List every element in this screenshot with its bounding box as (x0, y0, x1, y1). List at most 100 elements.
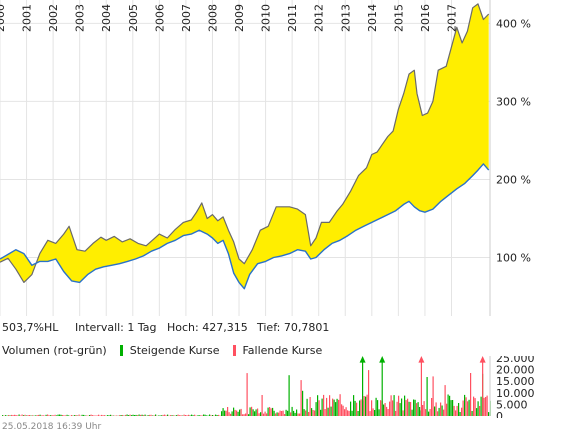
volume-bar (75, 415, 77, 416)
volume-bar (149, 414, 151, 416)
volume-bar (450, 400, 452, 416)
volume-bar (282, 410, 284, 416)
volume-bar (227, 407, 229, 416)
volume-bar (218, 414, 220, 416)
volume-bar (92, 415, 94, 416)
timestamp: 25.05.2018 16:39 Uhr (2, 422, 102, 432)
volume-bar (197, 415, 199, 416)
volume-bar (21, 414, 23, 416)
volume-bar (423, 401, 425, 416)
volume-bar (144, 414, 146, 416)
volume-bar (189, 415, 191, 416)
volume-bar (65, 415, 67, 416)
volume-bar (116, 415, 118, 416)
volume-bar (204, 414, 206, 416)
volume-bar (228, 412, 230, 416)
volume-bar (480, 396, 482, 416)
volume-bar (486, 395, 488, 416)
volume-bar (159, 415, 161, 416)
volume-bar (273, 410, 275, 416)
volume-bar (366, 394, 368, 416)
series-line-blue (0, 163, 490, 290)
volume-bar (78, 414, 80, 416)
volume-bar (275, 413, 277, 416)
volume-bar (74, 415, 76, 416)
volume-bar (125, 414, 127, 416)
interval-label: Intervall: 1 Tag (75, 321, 157, 334)
volume-bar (53, 415, 55, 416)
volume-bar (27, 415, 29, 416)
volume-legend: Volumen (rot-grün) Steigende Kurse Falle… (2, 343, 322, 357)
price-chart: 2000 2001 2002 2003 2004 2005 2006 2007 2008 2009… (0, 0, 531, 316)
volume-bar (5, 415, 7, 416)
x-tick-label: 2000 (0, 4, 7, 32)
volume-bar (371, 400, 373, 416)
volume-bar (294, 412, 296, 416)
volume-bar (47, 414, 49, 416)
volume-bar (428, 411, 430, 416)
volume-bar (359, 400, 361, 416)
volume-bar (425, 409, 427, 416)
x-tick-label: 2005 (127, 4, 140, 32)
x-tick-label: 2004 (100, 4, 113, 32)
volume-bar (155, 414, 157, 416)
volume-bar (401, 398, 403, 416)
volume-bar (120, 415, 122, 416)
volume-bar (41, 415, 43, 416)
volume-bar (320, 409, 322, 416)
volume-bar (288, 375, 290, 416)
volume-bar (473, 396, 475, 416)
volume-bar (132, 414, 134, 416)
volume-bar (108, 415, 110, 416)
volume-bar (59, 414, 61, 416)
high-value: Hoch: 427,315 (167, 321, 248, 334)
volume-bar (446, 403, 448, 416)
volume-bar (470, 373, 472, 416)
volume-bar (252, 409, 254, 416)
volume-bar (104, 415, 106, 416)
volume-bar (404, 395, 406, 416)
volume-bar (267, 407, 269, 416)
volume-bar (284, 414, 286, 416)
volume-bar (173, 415, 175, 416)
volume-bar (308, 412, 310, 416)
volume-bar (231, 411, 233, 416)
x-tick-label: 2008 (206, 4, 219, 32)
volume-bar (456, 405, 458, 416)
volume-bar (369, 411, 371, 416)
volume-bar (254, 411, 256, 416)
x-tick-label: 2013 (339, 4, 352, 32)
volume-bar (417, 402, 419, 416)
volume-bar (440, 402, 442, 416)
volume-bar (107, 415, 109, 416)
volume-bar (56, 415, 58, 416)
volume-bar (335, 402, 337, 416)
volume-bar (354, 400, 356, 416)
volume-bar (60, 414, 62, 416)
volume-bar (309, 397, 311, 416)
volume-bar (255, 409, 257, 416)
volume-bar (342, 405, 344, 416)
volume-bar (419, 407, 421, 416)
volume-bar (467, 401, 469, 416)
volume-bar (380, 400, 382, 416)
volume-bar (435, 402, 437, 416)
volume-bar (468, 399, 470, 416)
volume-bar (224, 410, 226, 416)
volume-bar (485, 397, 487, 416)
volume-bar (39, 414, 41, 416)
volume-bar (332, 398, 334, 416)
area-fill (0, 3, 489, 289)
volume-bar (14, 414, 16, 416)
volume-bar (89, 415, 91, 416)
volume-bar (356, 402, 358, 416)
volume-bar (240, 408, 242, 416)
volume-tick-label: 15.000 (496, 375, 535, 388)
volume-bar (17, 415, 19, 416)
volume-bar (102, 415, 104, 416)
volume-bar (96, 415, 98, 416)
x-tick-label: 2011 (286, 4, 299, 32)
volume-bar (222, 408, 224, 416)
volume-bar (165, 415, 167, 416)
volume-bar (452, 400, 454, 416)
